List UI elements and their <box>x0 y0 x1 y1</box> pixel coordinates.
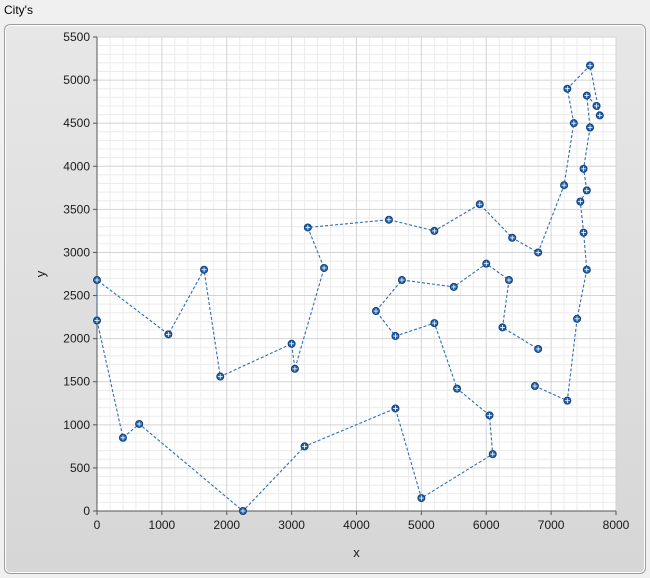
city-point <box>563 396 572 405</box>
x-tick-label: 8000 <box>603 518 630 532</box>
y-axis-label: y <box>33 270 48 277</box>
x-tick-label: 0 <box>94 518 101 532</box>
x-tick-label: 5000 <box>408 518 435 532</box>
city-point <box>563 84 572 93</box>
city-point <box>449 282 458 291</box>
city-point <box>592 101 601 110</box>
x-tick-label: 7000 <box>538 518 565 532</box>
city-point <box>586 61 595 70</box>
city-point <box>417 494 426 503</box>
city-point <box>485 411 494 420</box>
x-tick-label: 6000 <box>473 518 500 532</box>
y-tick-label: 500 <box>70 461 90 475</box>
city-point <box>569 119 578 128</box>
city-point <box>164 330 173 339</box>
city-point <box>93 316 102 325</box>
y-tick-label: 5000 <box>63 73 90 87</box>
city-point <box>530 382 539 391</box>
route-line <box>96 64 601 512</box>
x-tick-label: 2000 <box>213 518 240 532</box>
series <box>93 61 604 515</box>
city-point <box>320 263 329 272</box>
axes: 0 1000 2000 3000 4000 5000 6000 7000 8000 0 500 100… <box>63 30 629 532</box>
grid <box>96 36 617 512</box>
city-point <box>508 233 517 242</box>
y-tick-label: 1500 <box>63 375 90 389</box>
city-point <box>93 276 102 285</box>
city-point <box>384 215 393 224</box>
city-point <box>534 248 543 257</box>
city-point <box>586 123 595 132</box>
x-tick-label: 1000 <box>149 518 176 532</box>
x-axis-label: x <box>353 545 360 560</box>
city-point <box>287 339 296 348</box>
y-tick-label: 4000 <box>63 159 90 173</box>
city-point <box>118 433 127 442</box>
y-tick-label: 4500 <box>63 116 90 130</box>
y-tick-label: 5500 <box>63 30 90 44</box>
city-point <box>397 276 406 285</box>
city-point <box>595 111 604 120</box>
city-point <box>504 276 513 285</box>
panel-title: City's <box>4 3 33 17</box>
city-point <box>290 364 299 373</box>
city-point <box>534 344 543 353</box>
city-point <box>391 332 400 341</box>
city-point <box>391 404 400 413</box>
city-point <box>579 164 588 173</box>
y-tick-label: 3000 <box>63 245 90 259</box>
city-point <box>579 228 588 237</box>
city-point <box>430 226 439 235</box>
y-tick-label: 2500 <box>63 289 90 303</box>
city-point <box>573 314 582 323</box>
y-tick-label: 1000 <box>63 418 90 432</box>
y-tick-label: 2000 <box>63 332 90 346</box>
x-tick-label: 4000 <box>343 518 370 532</box>
city-point <box>482 259 491 268</box>
city-point <box>135 419 144 428</box>
city-point <box>582 265 591 274</box>
y-tick-label: 0 <box>83 504 90 518</box>
city-point <box>430 319 439 328</box>
city-point <box>200 265 209 274</box>
city-point <box>453 384 462 393</box>
city-point <box>238 506 247 515</box>
city-point <box>576 197 585 206</box>
city-point <box>300 442 309 451</box>
city-point <box>303 223 312 232</box>
city-point <box>216 372 225 381</box>
city-point <box>371 307 380 316</box>
city-point <box>498 323 507 332</box>
y-tick-label: 3500 <box>63 202 90 216</box>
city-point <box>582 91 591 100</box>
city-point <box>582 186 591 195</box>
city-point <box>488 450 497 459</box>
city-point <box>475 200 484 209</box>
x-tick-label: 3000 <box>278 518 305 532</box>
city-point <box>560 181 569 190</box>
